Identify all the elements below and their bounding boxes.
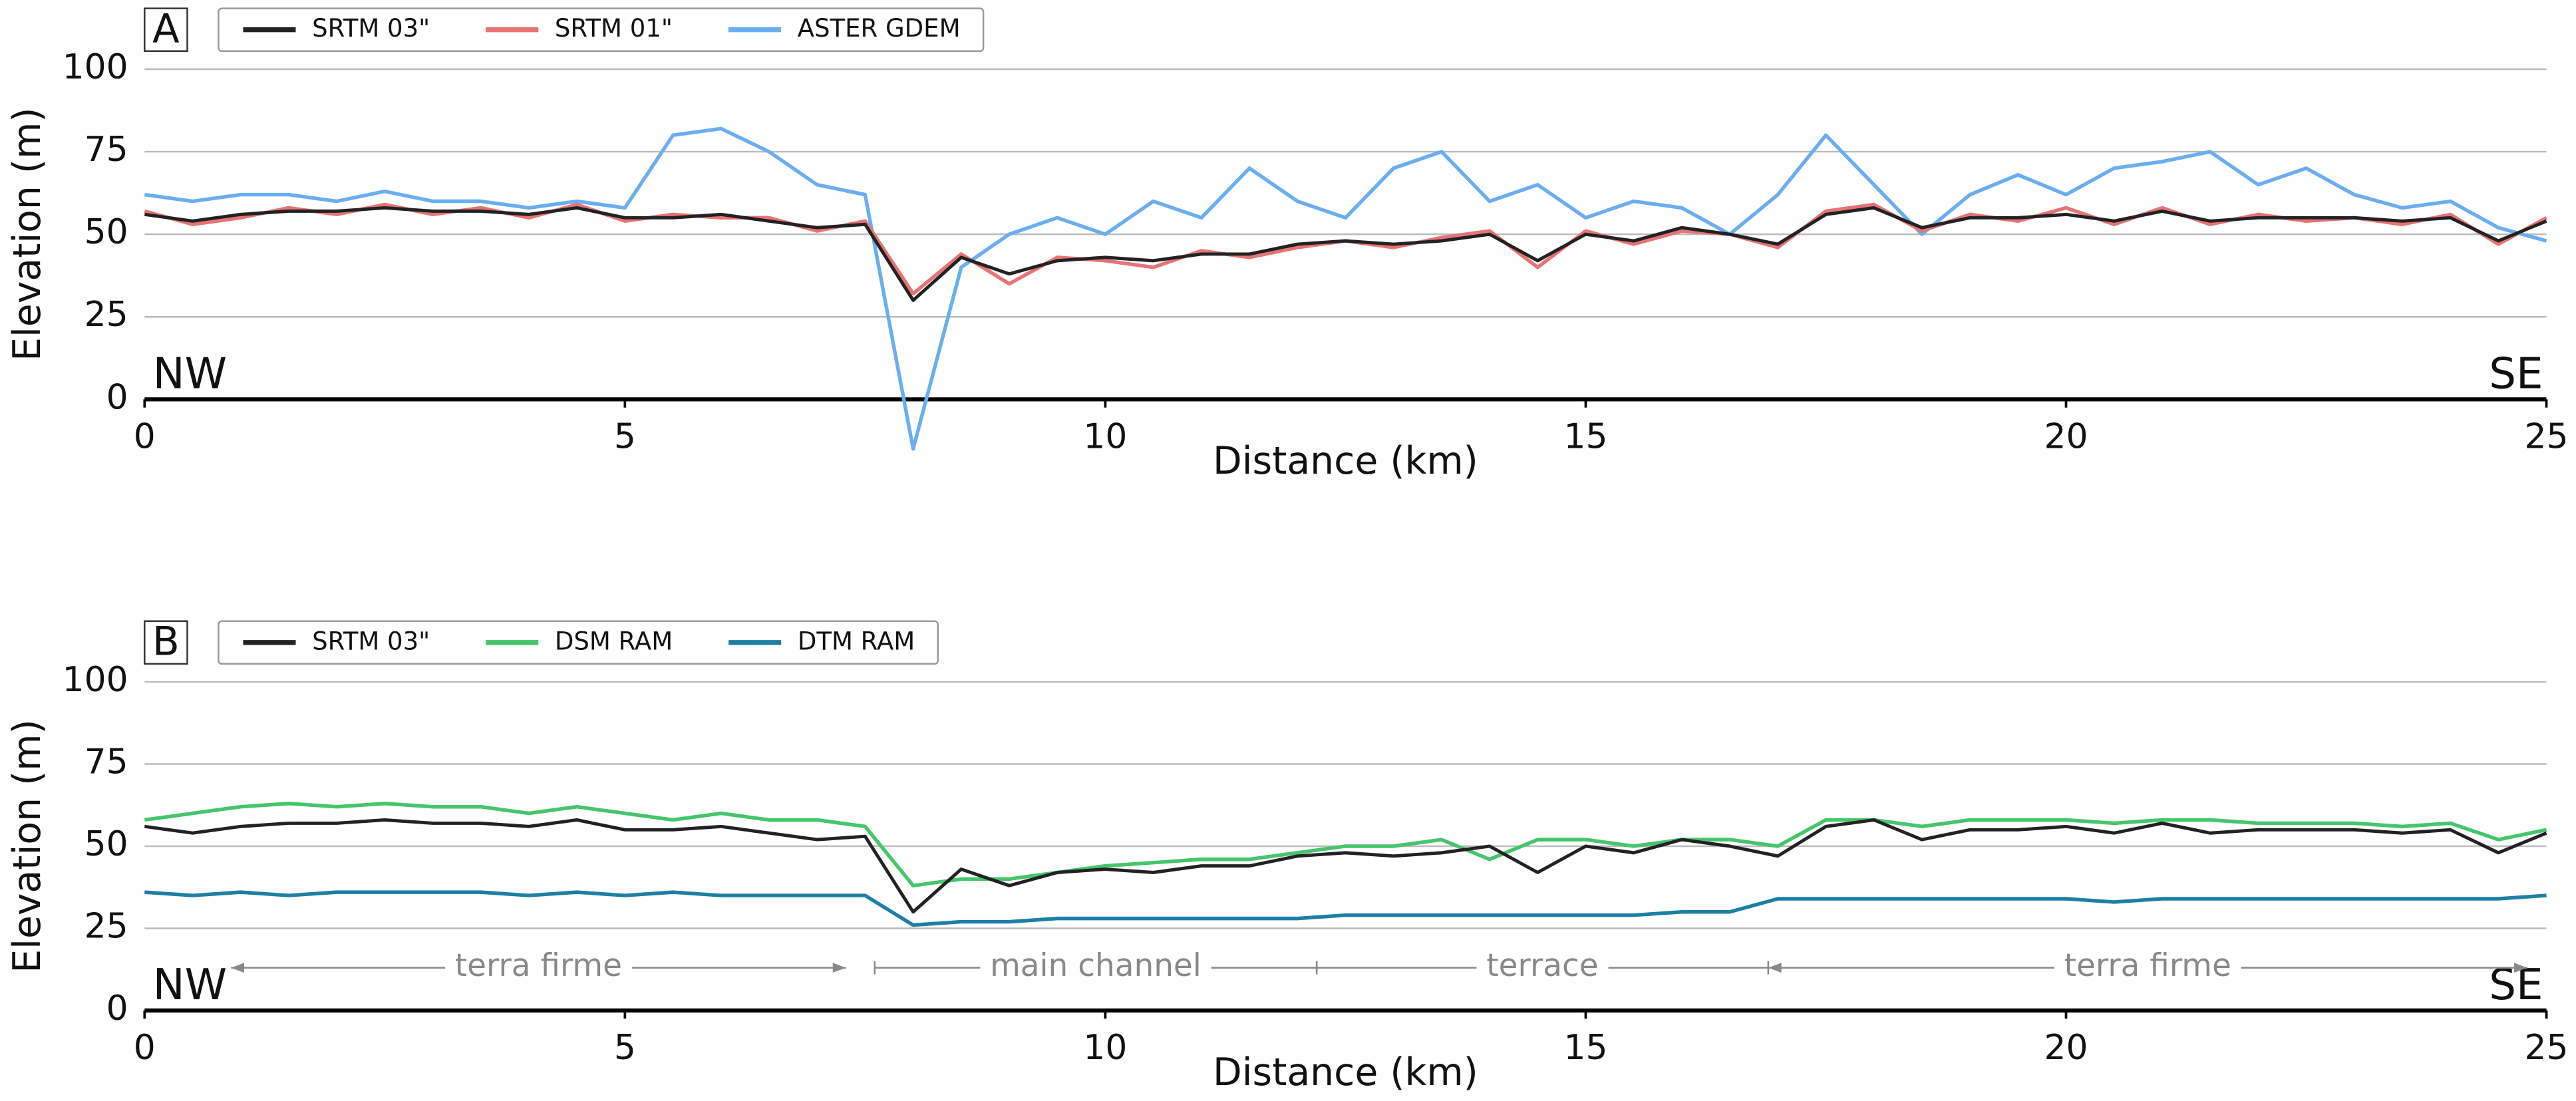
legend-label: DTM RAM: [798, 627, 915, 655]
x-tick-label: 25: [2525, 417, 2569, 457]
x-tick-label: 0: [134, 1028, 156, 1068]
x-tick-label: 25: [2525, 1028, 2569, 1068]
panel: 0 25 50 75 100 0 5 10 15 20 25 Distance (km) Elevati…: [5, 5, 2568, 483]
x-tick-label: 15: [1563, 1028, 1607, 1068]
series-line: [144, 818, 2547, 914]
y-tick-label: 75: [84, 130, 128, 170]
legend-label: SRTM 01": [555, 14, 673, 43]
legend-label: SRTM 03": [312, 627, 430, 655]
arrow-head: [2513, 963, 2527, 973]
legend-box: [218, 7, 985, 53]
y-axis-title: Elevation (m): [5, 107, 49, 361]
y-tick-label: 50: [84, 824, 128, 864]
legend-box: [218, 620, 939, 665]
arrow-head: [832, 963, 846, 973]
annotation-label: terra firme: [2064, 947, 2231, 984]
x-tick-label: 5: [614, 1028, 636, 1068]
y-tick-label: 0: [106, 989, 128, 1028]
corner-label: NW: [153, 349, 227, 398]
panel-label-box: [144, 620, 188, 665]
y-tick-label: 25: [84, 295, 128, 335]
x-axis-title: Distance (km): [1213, 439, 1478, 483]
y-tick-label: 100: [63, 47, 128, 87]
corner-label: SE: [2489, 349, 2543, 398]
y-tick-label: 0: [106, 377, 128, 417]
series-line: [144, 890, 2547, 927]
annotation-label: terra firme: [455, 947, 622, 984]
y-tick-label: 75: [84, 742, 128, 782]
legend-label: ASTER GDEM: [798, 14, 961, 43]
arrow-head: [1768, 963, 1782, 973]
x-tick-label: 10: [1083, 417, 1127, 457]
x-tick-label: 20: [2044, 417, 2088, 457]
series-line: [144, 126, 2547, 451]
legend: SRTM 03" SRTM 01" ASTER GDEM: [218, 7, 985, 53]
arrow-head: [231, 963, 245, 973]
panel-label: A: [152, 5, 180, 51]
x-tick-label: 15: [1563, 417, 1607, 457]
corner-label: NW: [153, 960, 227, 1010]
x-tick-label: 5: [614, 417, 636, 457]
panel-label: B: [152, 618, 180, 664]
legend-label: SRTM 03": [312, 14, 430, 43]
annotation-label: main channel: [990, 947, 1202, 984]
x-tick-label: 0: [134, 417, 156, 457]
y-tick-label: 100: [63, 660, 128, 700]
y-tick-label: 50: [84, 212, 128, 252]
panel: 0 25 50 75 100 0 5 10 15 20 25 Distance (km) Elevati…: [5, 618, 2568, 1094]
series-line: [144, 206, 2547, 302]
series-line: [144, 802, 2547, 887]
annotation-label: terrace: [1486, 947, 1598, 984]
x-tick-label: 20: [2044, 1028, 2088, 1068]
x-axis-title: Distance (km): [1213, 1050, 1478, 1094]
x-tick-label: 10: [1083, 1028, 1127, 1068]
legend: SRTM 03" DSM RAM DTM RAM: [218, 620, 939, 665]
y-tick-label: 25: [84, 906, 128, 946]
panel-label-box: [144, 7, 188, 53]
y-axis-title: Elevation (m): [5, 719, 49, 973]
legend-label: DSM RAM: [555, 627, 673, 655]
